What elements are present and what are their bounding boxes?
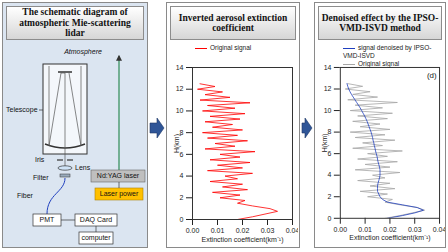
svg-text:12: 12 [324, 85, 332, 92]
svg-text:10: 10 [176, 107, 184, 114]
svg-text:computer: computer [81, 234, 111, 242]
svg-text:0.01: 0.01 [358, 226, 372, 233]
svg-text:8: 8 [179, 128, 184, 136]
svg-text:Extinction coefficient(km⁻¹): Extinction coefficient(km⁻¹) [349, 234, 430, 242]
svg-text:0.02: 0.02 [236, 227, 250, 234]
svg-text:Lens: Lens [75, 164, 91, 171]
svg-text:Atmosphere: Atmosphere [63, 48, 102, 56]
svg-text:Fiber: Fiber [17, 192, 34, 199]
svg-text:0: 0 [328, 215, 332, 222]
svg-text:2: 2 [328, 193, 332, 200]
svg-text:Nd:YAG laser: Nd:YAG laser [97, 172, 140, 179]
svg-text:14: 14 [324, 64, 332, 71]
svg-text:DAQ Card: DAQ Card [80, 216, 112, 224]
svg-text:0.04: 0.04 [433, 226, 445, 233]
html-text:The schematic diagram of atmos: The schematic diagram of atmospheric Mie… [19, 7, 131, 39]
svg-text:4: 4 [180, 172, 184, 179]
svg-text:Extinction coefficient(km⁻¹): Extinction coefficient(km⁻¹) [201, 236, 283, 244]
svg-text:Laser power: Laser power [100, 190, 139, 198]
html-text:signal denoised by IPSO-VMD-IS: signal denoised by IPSO-VMD-ISVD [343, 44, 432, 60]
svg-text:Iris: Iris [35, 156, 45, 163]
svg-text:0.00: 0.00 [186, 227, 200, 234]
svg-text:Filter: Filter [33, 174, 49, 181]
svg-text:0.02: 0.02 [383, 226, 397, 233]
svg-text:0: 0 [180, 216, 184, 223]
svg-text:6: 6 [179, 150, 184, 158]
svg-text:(d): (d) [427, 71, 437, 80]
svg-text:Telescope: Telescope [6, 106, 38, 114]
svg-text:2: 2 [180, 194, 184, 201]
svg-text:8: 8 [327, 128, 332, 136]
html-text:Denoised effect by the IPSO-VM: Denoised effect by the IPSO-VMD-ISVD met… [321, 12, 439, 33]
svg-text:10: 10 [324, 107, 332, 114]
svg-text:4: 4 [328, 171, 332, 178]
svg-text:12: 12 [176, 85, 184, 92]
svg-text:H(km): H(km) [173, 134, 181, 153]
svg-text:0.04: 0.04 [286, 227, 298, 234]
html-text:Inverted aerosol extinction co: Inverted aerosol extinction coefficient [178, 12, 288, 33]
html-text:Original signal: Original signal [210, 44, 252, 51]
svg-text:0.03: 0.03 [408, 226, 422, 233]
svg-text:14: 14 [176, 64, 184, 71]
html-text:Original signal: Original signal [358, 60, 400, 68]
svg-text:0.01: 0.01 [211, 227, 225, 234]
svg-text:H(km): H(km) [321, 133, 329, 152]
svg-text:6: 6 [327, 149, 332, 157]
svg-text:0.03: 0.03 [261, 227, 275, 234]
svg-text:0.00: 0.00 [334, 226, 348, 233]
svg-text:PMT: PMT [40, 216, 56, 223]
